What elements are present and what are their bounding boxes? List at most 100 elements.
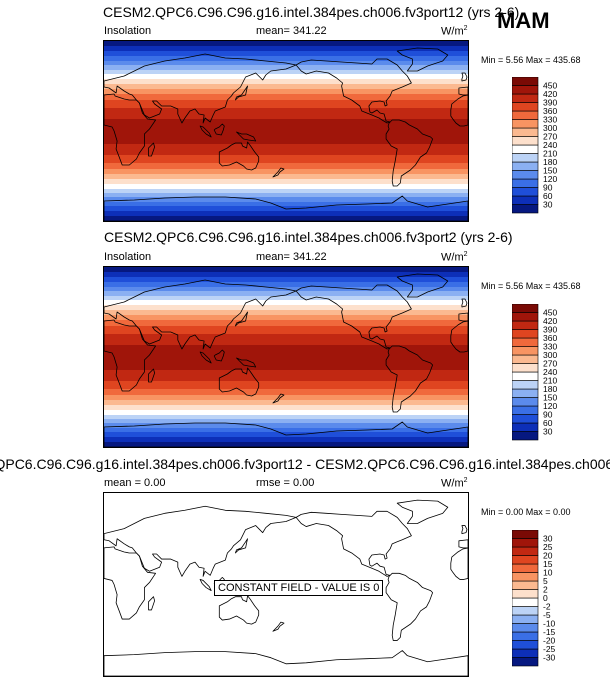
insolation-band	[104, 383, 468, 385]
insolation-band	[104, 54, 468, 56]
colorbar-tick-label: -15	[543, 627, 556, 637]
insolation-band	[104, 41, 468, 43]
insolation-band	[104, 334, 468, 336]
insolation-band	[104, 406, 468, 408]
colorbar-box	[512, 195, 539, 205]
panel2-colorbar: 30 60 90 120 150 180 210 240 270 300 330 360 390 420 4…	[512, 304, 602, 444]
insolation-band	[104, 301, 468, 303]
insolation-band	[104, 362, 468, 364]
coastline	[234, 85, 249, 101]
insolation-band	[104, 381, 468, 383]
insolation-band	[104, 191, 468, 193]
insolation-band	[104, 397, 468, 399]
insolation-band	[104, 351, 468, 353]
insolation-band	[104, 146, 468, 148]
insolation-band	[104, 316, 468, 318]
colorbar-tick-label: 390	[543, 98, 557, 108]
insolation-band	[104, 368, 468, 370]
insolation-band	[104, 405, 468, 407]
colorbar-box	[512, 170, 539, 180]
colorbar-tick-label: 2	[543, 585, 548, 595]
coastline	[213, 123, 225, 136]
colorbar-tick-label: 180	[543, 384, 557, 394]
insolation-band	[104, 174, 468, 176]
coastline	[385, 345, 434, 413]
insolation-band	[104, 403, 468, 405]
colorbar-box	[512, 555, 539, 565]
insolation-band	[104, 88, 468, 90]
insolation-band	[104, 298, 468, 300]
insolation-band	[104, 125, 468, 127]
insolation-band	[104, 210, 468, 212]
insolation-band	[104, 52, 468, 54]
insolation-band	[104, 365, 468, 367]
insolation-band	[104, 409, 468, 411]
insolation-band	[104, 204, 468, 206]
coastline	[385, 119, 434, 187]
insolation-band	[104, 44, 468, 46]
colorbar-tick-label: 120	[543, 174, 557, 184]
colorbar-tick-label: 210	[543, 376, 557, 386]
insolation-band	[104, 422, 468, 424]
colorbar-box	[512, 572, 539, 582]
insolation-band	[104, 311, 468, 313]
coastline	[458, 539, 468, 549]
colorbar-tick-label: 420	[543, 89, 557, 99]
insolation-band	[104, 395, 468, 397]
coastline	[385, 572, 434, 641]
colorbar-box	[512, 77, 539, 86]
insolation-band	[104, 48, 468, 50]
insolation-band	[104, 375, 468, 377]
insolation-band	[104, 284, 468, 286]
insolation-band	[104, 167, 468, 169]
insolation-band	[104, 328, 468, 330]
insolation-band	[104, 340, 468, 342]
insolation-band	[104, 327, 468, 329]
insolation-band	[104, 433, 468, 435]
coastline	[461, 525, 468, 535]
insolation-band	[104, 274, 468, 276]
insolation-band	[104, 427, 468, 429]
insolation-band	[104, 121, 468, 123]
insolation-band	[104, 132, 468, 134]
colorbar-box	[512, 530, 539, 539]
insolation-band	[104, 400, 468, 402]
insolation-band	[104, 373, 468, 375]
insolation-band	[104, 437, 468, 439]
insolation-band	[104, 51, 468, 53]
insolation-band	[104, 380, 468, 382]
insolation-band	[104, 277, 468, 279]
insolation-band	[104, 101, 468, 103]
colorbar-tick-label: 5	[543, 576, 548, 586]
insolation-band	[104, 140, 468, 142]
insolation-band	[104, 439, 468, 441]
coastline	[295, 284, 412, 350]
insolation-band	[104, 216, 468, 218]
colorbar-box	[512, 304, 539, 313]
insolation-band	[104, 370, 468, 372]
colorbar-box	[512, 187, 539, 197]
insolation-band	[104, 322, 468, 324]
colorbar-tick-label: 210	[543, 149, 557, 159]
insolation-band	[104, 355, 468, 357]
insolation-band	[104, 300, 468, 302]
colorbar-box	[512, 110, 539, 120]
colorbar-tick-label: 120	[543, 401, 557, 411]
insolation-band	[104, 197, 468, 199]
insolation-band	[104, 435, 468, 437]
insolation-band	[104, 134, 468, 136]
insolation-band	[104, 358, 468, 360]
panel2-units: W/m2	[441, 251, 468, 264]
insolation-band	[104, 92, 468, 94]
colorbar-box	[512, 397, 539, 407]
colorbar-box	[512, 648, 539, 658]
insolation-band	[104, 441, 468, 443]
insolation-band	[104, 401, 468, 403]
insolation-band	[104, 85, 468, 87]
insolation-band	[104, 312, 468, 314]
insolation-band	[104, 402, 468, 404]
insolation-band	[104, 418, 468, 420]
colorbar-tick-label: 420	[543, 316, 557, 326]
insolation-band	[104, 127, 468, 129]
insolation-band	[104, 61, 468, 63]
